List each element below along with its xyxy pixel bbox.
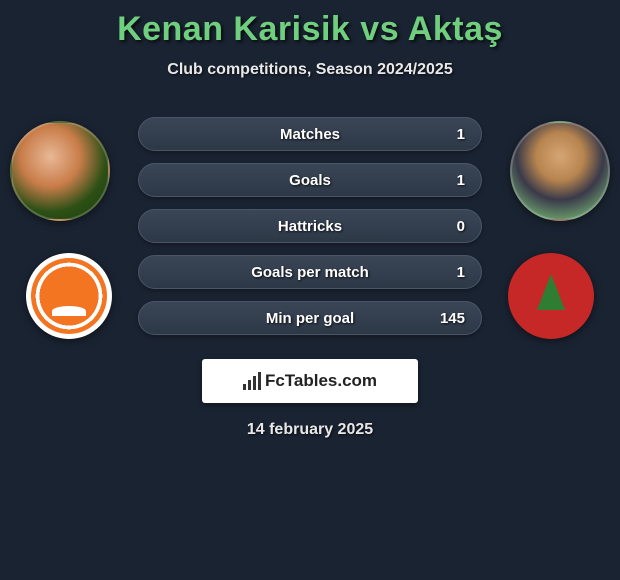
comparison-card: Kenan Karisik vs Aktaş Club competitions… xyxy=(0,0,620,439)
stat-row-hattricks: Hattricks 0 xyxy=(138,209,482,243)
stat-label: Min per goal xyxy=(266,310,354,327)
stat-row-goals-per-match: Goals per match 1 xyxy=(138,255,482,289)
footer-date: 14 february 2025 xyxy=(0,421,620,439)
page-title: Kenan Karisik vs Aktaş xyxy=(0,10,620,49)
stat-value: 1 xyxy=(457,264,465,281)
stat-label: Matches xyxy=(280,126,340,143)
club-left-badge xyxy=(26,253,112,339)
player-right-avatar xyxy=(510,121,610,221)
stat-label: Hattricks xyxy=(278,218,342,235)
stat-row-goals: Goals 1 xyxy=(138,163,482,197)
stat-value: 0 xyxy=(457,218,465,235)
comparison-area: Matches 1 Goals 1 Hattricks 0 Goals per … xyxy=(0,109,620,349)
branding-text: FcTables.com xyxy=(265,371,377,391)
branding-box: FcTables.com xyxy=(202,359,418,403)
stat-value: 1 xyxy=(457,126,465,143)
subtitle: Club competitions, Season 2024/2025 xyxy=(0,61,620,79)
stat-value: 1 xyxy=(457,172,465,189)
club-right-badge-tree-icon xyxy=(537,274,565,310)
stat-row-min-per-goal: Min per goal 145 xyxy=(138,301,482,335)
bar-chart-icon xyxy=(243,372,261,390)
club-right-badge xyxy=(508,253,594,339)
stat-label: Goals per match xyxy=(251,264,369,281)
stat-row-matches: Matches 1 xyxy=(138,117,482,151)
club-left-badge-inner xyxy=(31,258,107,334)
stats-list: Matches 1 Goals 1 Hattricks 0 Goals per … xyxy=(138,117,482,335)
player-left-avatar xyxy=(10,121,110,221)
stat-label: Goals xyxy=(289,172,331,189)
stat-value: 145 xyxy=(440,310,465,327)
